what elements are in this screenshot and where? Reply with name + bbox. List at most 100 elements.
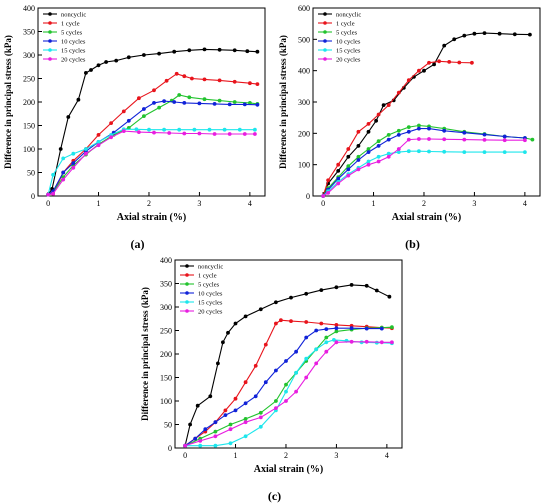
y-tick-label: 600: [298, 4, 310, 13]
data-point: [182, 74, 187, 79]
data-point: [263, 380, 268, 385]
data-point: [497, 31, 502, 36]
data-point: [223, 408, 228, 413]
legend-label: 10 cycles: [61, 39, 86, 46]
data-point: [326, 178, 330, 183]
legend-marker: [323, 39, 327, 43]
data-point: [134, 127, 139, 132]
data-point: [242, 132, 247, 136]
data-point: [349, 326, 354, 331]
data-point: [126, 118, 131, 123]
data-point: [470, 60, 474, 65]
data-point: [167, 131, 172, 135]
series-line: [47, 100, 258, 196]
legend-marker: [48, 12, 52, 16]
series-line: [322, 60, 472, 197]
data-point: [114, 58, 119, 63]
legend-label: 20 cycles: [336, 57, 361, 64]
data-point: [253, 132, 257, 136]
legend-marker: [185, 273, 189, 277]
data-point: [243, 417, 248, 421]
legend-label: 15 cycles: [61, 48, 86, 55]
x-tick-label: 0: [46, 199, 50, 208]
legend-marker: [323, 12, 327, 16]
data-point: [502, 134, 507, 139]
x-tick-label: 0: [183, 451, 187, 460]
data-point: [223, 413, 228, 417]
data-point: [336, 181, 341, 186]
data-point: [334, 326, 339, 331]
y-tick-label: 150: [23, 122, 35, 131]
data-point: [193, 436, 198, 441]
data-point: [263, 342, 268, 347]
data-point: [512, 32, 517, 37]
data-point: [502, 150, 507, 155]
data-point: [76, 97, 81, 102]
data-point: [61, 170, 66, 175]
data-point: [349, 339, 354, 344]
data-point: [182, 131, 187, 136]
data-point: [304, 335, 309, 340]
data-point: [237, 127, 242, 132]
data-point: [457, 60, 462, 65]
data-point: [374, 288, 379, 293]
x-tick-label: 4: [248, 199, 252, 208]
data-point: [213, 443, 218, 448]
series-line: [322, 138, 525, 197]
data-point: [126, 55, 131, 60]
data-point: [195, 403, 200, 408]
data-point: [356, 158, 361, 162]
data-point: [314, 328, 319, 333]
data-point: [482, 138, 487, 142]
data-point: [349, 283, 354, 287]
data-point: [190, 76, 194, 81]
series-line: [184, 319, 392, 447]
data-point: [374, 118, 378, 123]
x-tick-label: 1: [372, 199, 376, 208]
data-point: [46, 192, 50, 197]
chart-panel-a: 0 50 100 150 200 250 300 350 400 0 1 2 3 4 Axial strai…: [0, 0, 275, 252]
data-point: [482, 150, 487, 155]
data-point: [137, 96, 141, 101]
data-point: [284, 389, 288, 394]
x-tick-label: 1: [97, 199, 101, 208]
legend-marker: [48, 48, 52, 52]
data-point: [61, 156, 66, 161]
data-point: [213, 429, 218, 434]
data-point: [258, 424, 263, 429]
data-point: [183, 443, 187, 448]
data-point: [336, 176, 341, 181]
data-point: [243, 401, 248, 406]
y-tick-label: 500: [298, 35, 310, 44]
legend-marker: [185, 309, 189, 313]
data-point: [336, 169, 341, 173]
y-tick-label: 200: [298, 129, 310, 138]
data-point: [104, 60, 108, 64]
data-point: [319, 321, 324, 326]
data-point: [346, 167, 351, 172]
legend-marker: [185, 264, 189, 268]
data-point: [255, 82, 260, 86]
data-point: [334, 329, 339, 334]
chart-panel-b: 0 100 200 300 400 500 600 0 1 2 3 4 Axial strain (%)…: [275, 0, 550, 252]
data-point: [258, 410, 263, 415]
data-point: [379, 340, 384, 345]
data-point: [84, 147, 88, 151]
data-point: [248, 81, 252, 86]
data-point: [66, 115, 71, 119]
data-point: [253, 363, 258, 368]
data-point: [462, 33, 467, 38]
legend-label: 10 cycles: [198, 291, 223, 298]
data-point: [202, 77, 207, 82]
data-point: [202, 97, 207, 102]
panel-label: (c): [267, 489, 282, 503]
y-tick-label: 0: [31, 192, 35, 201]
data-point: [442, 128, 447, 133]
data-point: [406, 137, 411, 142]
data-point: [203, 427, 208, 432]
data-point: [227, 132, 232, 136]
series-line: [185, 339, 392, 447]
data-point: [258, 415, 263, 420]
data-point: [417, 68, 421, 73]
data-point: [376, 159, 381, 164]
